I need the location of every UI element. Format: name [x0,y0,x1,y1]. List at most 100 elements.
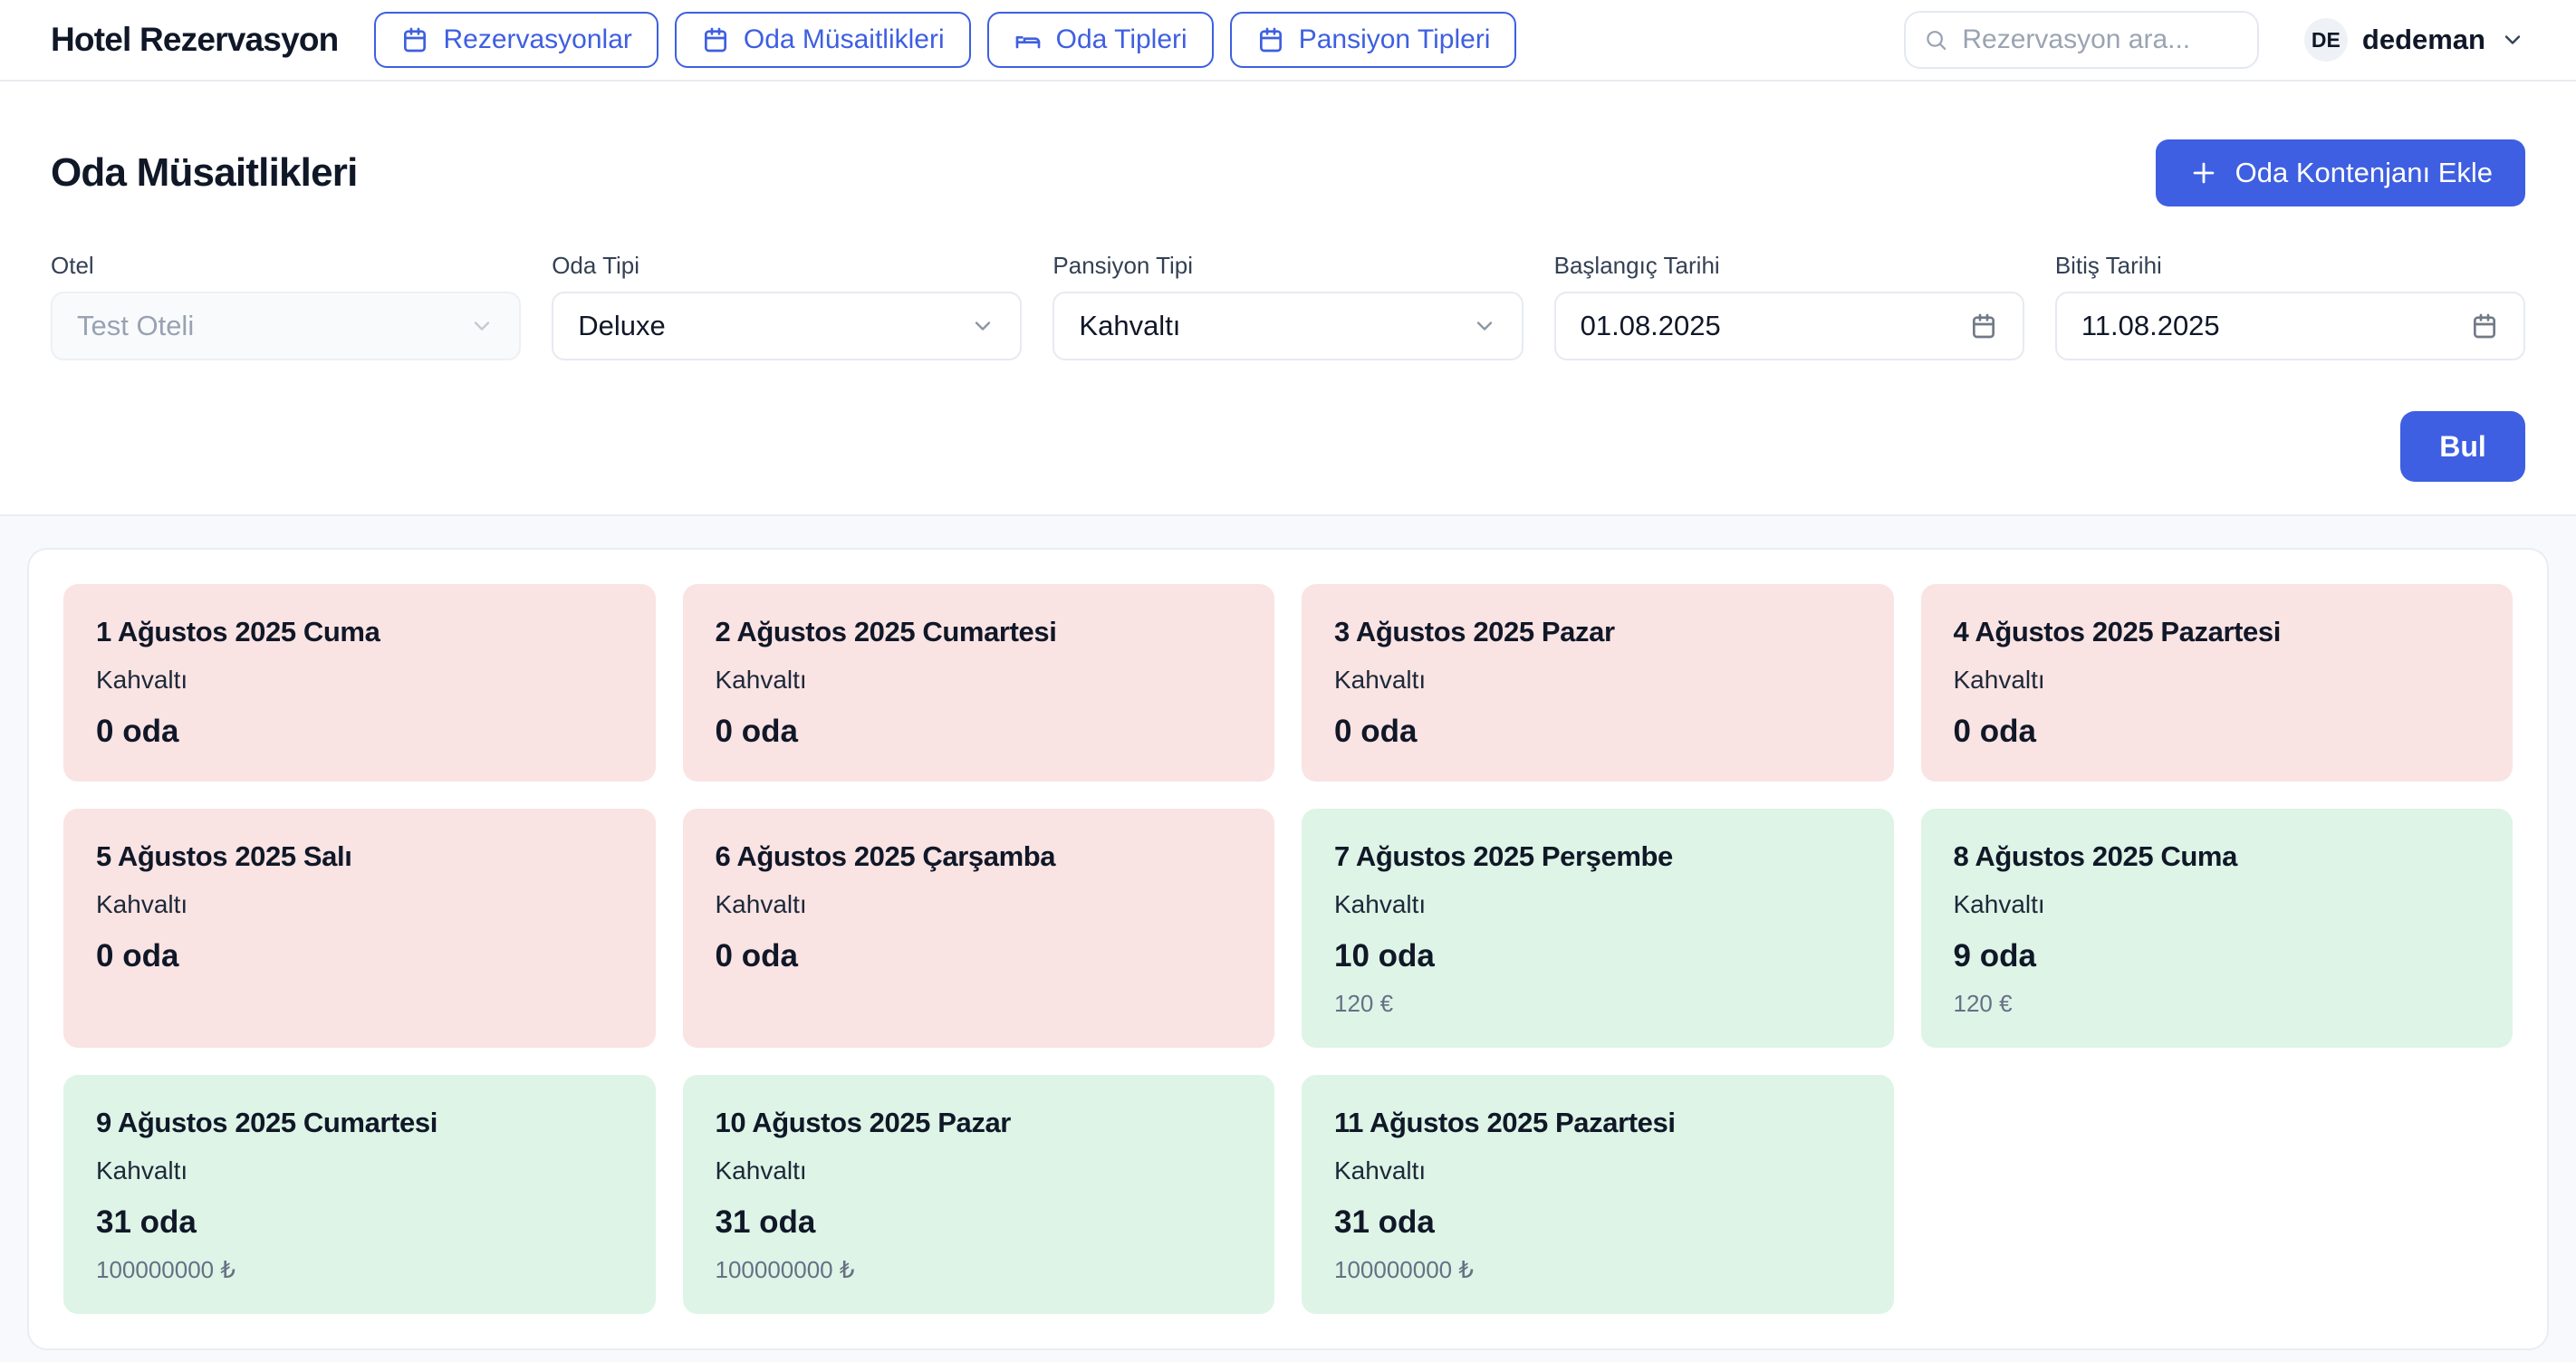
calendar-icon [400,25,429,54]
card-room-count: 31 oda [96,1204,197,1240]
nav-button-pansiyon-tipleri[interactable]: Pansiyon Tipleri [1229,12,1517,68]
card-room-count: 10 oda [1334,938,1435,974]
card-meal-type: Kahvaltı [1953,666,2045,694]
card-date: 5 Ağustos 2025 Salı [96,840,352,872]
filter-value: 01.08.2025 [1580,310,1721,341]
results-area: 1 Ağustos 2025 Cuma Kahvaltı 0 oda 2 Ağu… [0,516,2576,1350]
card-room-count: 0 oda [96,714,179,749]
availability-grid: 1 Ağustos 2025 Cuma Kahvaltı 0 oda 2 Ağu… [63,584,2513,1314]
availability-panel: 1 Ağustos 2025 Cuma Kahvaltı 0 oda 2 Ağu… [27,548,2549,1350]
page-header-section: Oda Müsaitlikleri Oda Kontenjanı Ekle Ot… [0,82,2576,516]
calendar-icon [1969,312,1998,340]
chevron-down-icon [469,313,495,339]
filter-value: Deluxe [578,310,666,341]
calendar-icon [1256,25,1285,54]
add-room-quota-button[interactable]: Oda Kontenjanı Ekle [2155,139,2525,206]
main-nav: Rezervasyonlar Oda Müsaitlikleri Oda Tip… [374,12,1517,68]
chevron-down-icon [1472,313,1497,339]
card-date: 2 Ağustos 2025 Cumartesi [715,616,1057,647]
card-meal-type: Kahvaltı [1334,890,1427,918]
filter-oda-tipi: Oda Tipi Deluxe [552,252,1023,360]
search-box[interactable] [1903,11,2259,69]
user-menu[interactable]: DE dedeman [2303,18,2525,62]
card-meal-type: Kahvaltı [715,1156,807,1185]
filter-baslangic-tarihi: Başlangıç Tarihi 01.08.2025 [1553,252,2024,360]
card-price: 120 € [1953,990,2013,1017]
app-title: Hotel Rezervasyon [51,21,339,58]
nav-button-oda-musaitlikleri[interactable]: Oda Müsaitlikleri [674,12,971,68]
select-otel: Test Oteli [51,292,522,360]
filter-label: Otel [51,252,94,279]
filter-value: Kahvaltı [1079,310,1181,341]
availability-card: 7 Ağustos 2025 Perşembe Kahvaltı 10 oda … [1302,809,1894,1048]
card-date: 4 Ağustos 2025 Pazartesi [1953,616,2282,647]
card-date: 7 Ağustos 2025 Perşembe [1334,840,1673,872]
top-navigation-bar: Hotel Rezervasyon Rezervasyonlar Oda Müs… [0,0,2576,82]
card-room-count: 31 oda [1334,1204,1435,1240]
page-title: Oda Müsaitlikleri [51,150,358,195]
availability-card: 11 Ağustos 2025 Pazartesi Kahvaltı 31 od… [1302,1075,1894,1314]
add-room-quota-label: Oda Kontenjanı Ekle [2235,157,2493,188]
card-meal-type: Kahvaltı [96,666,188,694]
user-name: dedeman [2361,24,2485,55]
search-icon [1924,26,1947,53]
card-date: 8 Ağustos 2025 Cuma [1953,840,2238,872]
calendar-icon [701,25,730,54]
card-price: 100000000 ₺ [715,1256,855,1283]
calendar-icon [2470,312,2499,340]
card-date: 10 Ağustos 2025 Pazar [715,1107,1012,1138]
filter-pansiyon-tipi: Pansiyon Tipi Kahvaltı [1053,252,1523,360]
card-room-count: 31 oda [715,1204,816,1240]
card-date: 6 Ağustos 2025 Çarşamba [715,840,1056,872]
availability-card: 3 Ağustos 2025 Pazar Kahvaltı 0 oda [1302,584,1894,782]
search-input[interactable] [1960,24,2239,56]
card-room-count: 0 oda [715,714,798,749]
date-input-baslangic-tarihi[interactable]: 01.08.2025 [1553,292,2024,360]
card-room-count: 0 oda [1334,714,1418,749]
card-room-count: 0 oda [1953,714,2036,749]
card-price: 100000000 ₺ [96,1256,235,1283]
card-price: 100000000 ₺ [1334,1256,1474,1283]
date-input-bitis-tarihi[interactable]: 11.08.2025 [2054,292,2526,360]
availability-card: 1 Ağustos 2025 Cuma Kahvaltı 0 oda [63,584,656,782]
filter-label: Pansiyon Tipi [1053,252,1194,279]
select-pansiyon-tipi[interactable]: Kahvaltı [1053,292,1523,360]
availability-card: 5 Ağustos 2025 Salı Kahvaltı 0 oda [63,809,656,1048]
filter-label: Bitiş Tarihi [2054,252,2162,279]
card-date: 3 Ağustos 2025 Pazar [1334,616,1615,647]
card-room-count: 9 oda [1953,938,2036,974]
card-meal-type: Kahvaltı [715,890,807,918]
card-meal-type: Kahvaltı [715,666,807,694]
card-meal-type: Kahvaltı [1953,890,2045,918]
card-price: 120 € [1334,990,1394,1017]
filter-bar: Otel Test Oteli Oda Tipi Deluxe Pansiyon… [51,252,2526,360]
card-meal-type: Kahvaltı [1334,666,1427,694]
filter-label: Oda Tipi [552,252,640,279]
card-room-count: 0 oda [96,938,179,974]
card-meal-type: Kahvaltı [1334,1156,1427,1185]
filter-label: Başlangıç Tarihi [1553,252,1720,279]
chevron-down-icon [970,313,995,339]
filter-otel: Otel Test Oteli [51,252,522,360]
avatar: DE [2303,18,2348,62]
card-date: 9 Ağustos 2025 Cumartesi [96,1107,437,1138]
card-meal-type: Kahvaltı [96,890,188,918]
filter-value: 11.08.2025 [2081,310,2220,341]
card-meal-type: Kahvaltı [96,1156,188,1185]
nav-button-oda-tipleri[interactable]: Oda Tipleri [986,12,1214,68]
bed-icon [1014,25,1043,54]
card-date: 1 Ağustos 2025 Cuma [96,616,380,647]
chevron-down-icon [2500,27,2525,53]
nav-button-rezervasyonlar[interactable]: Rezervasyonlar [374,12,658,68]
filter-bitis-tarihi: Bitiş Tarihi 11.08.2025 [2054,252,2526,360]
availability-card: 8 Ağustos 2025 Cuma Kahvaltı 9 oda 120 € [1920,809,2513,1048]
availability-card: 9 Ağustos 2025 Cumartesi Kahvaltı 31 oda… [63,1075,656,1314]
card-room-count: 0 oda [715,938,798,974]
select-oda-tipi[interactable]: Deluxe [552,292,1023,360]
availability-card: 10 Ağustos 2025 Pazar Kahvaltı 31 oda 10… [682,1075,1274,1314]
availability-card: 6 Ağustos 2025 Çarşamba Kahvaltı 0 oda [682,809,1274,1048]
find-button[interactable]: Bul [2400,411,2525,482]
card-date: 11 Ağustos 2025 Pazartesi [1334,1107,1676,1138]
filter-value: Test Oteli [77,310,195,341]
plus-icon [2188,158,2219,188]
